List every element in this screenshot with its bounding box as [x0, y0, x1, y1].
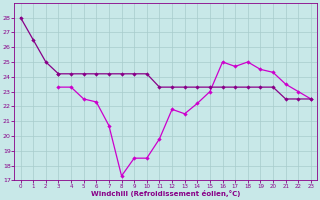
X-axis label: Windchill (Refroidissement éolien,°C): Windchill (Refroidissement éolien,°C) [91, 190, 240, 197]
